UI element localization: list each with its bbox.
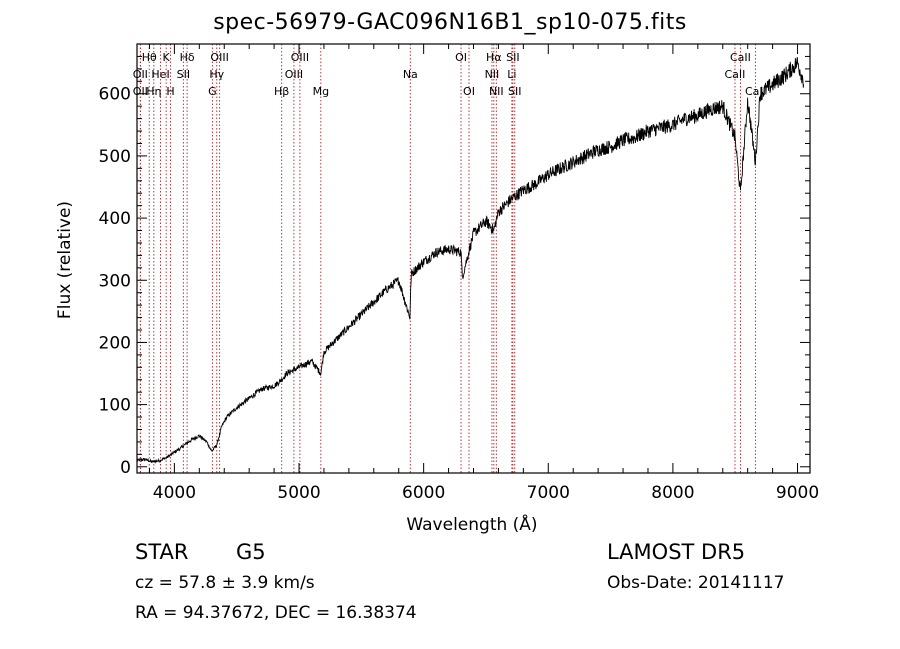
line-label: CaII xyxy=(730,51,751,64)
line-label: OIII xyxy=(285,68,303,81)
line-label: OII xyxy=(133,85,148,98)
line-label: NII xyxy=(485,68,500,81)
line-label: Hγ xyxy=(209,68,224,81)
line-label: OIII xyxy=(291,51,309,64)
x-tick-label: 5000 xyxy=(277,483,320,503)
y-tick-label: 100 xyxy=(99,396,131,416)
axis-ticks xyxy=(137,44,810,473)
line-label: NII xyxy=(489,85,504,98)
spectrum-line xyxy=(136,57,805,464)
line-label: Li xyxy=(507,68,516,81)
line-label: SII xyxy=(506,51,519,64)
x-tick-label: 6000 xyxy=(402,483,445,503)
line-label: HeI xyxy=(151,68,169,81)
coordinates: RA = 94.37672, DEC = 16.38374 xyxy=(135,603,417,623)
line-label: OII xyxy=(133,68,148,81)
y-tick-label: 0 xyxy=(120,458,131,478)
obs-date: Obs-Date: 20141117 xyxy=(607,573,785,593)
y-axis-label: Flux (relative) xyxy=(55,201,75,319)
x-tick-label: 4000 xyxy=(153,483,196,503)
line-label: OI xyxy=(455,51,467,64)
chart-title: spec-56979-GAC096N16B1_sp10-075.fits xyxy=(213,10,687,35)
line-label: OI xyxy=(463,85,475,98)
y-tick-label: 200 xyxy=(99,333,131,353)
line-label: Mg xyxy=(313,85,329,98)
line-label: Hη xyxy=(146,85,161,98)
line-label: K xyxy=(163,51,171,64)
line-label: H xyxy=(166,85,174,98)
line-label: SII xyxy=(177,68,190,81)
spectral-line-markers xyxy=(139,44,756,473)
y-tick-label: 500 xyxy=(99,147,131,167)
y-tick-label: 300 xyxy=(99,271,131,291)
axis-tick-labels: 4000 5000 6000 7000 8000 9000 0 100 200 300 400 500… xyxy=(99,85,820,503)
line-label: SII xyxy=(508,85,521,98)
line-label: CaII xyxy=(745,85,766,98)
survey-name: LAMOST DR5 xyxy=(607,540,746,564)
x-tick-label: 9000 xyxy=(776,483,819,503)
line-label: Hα xyxy=(486,51,502,64)
spectrum-series xyxy=(136,57,805,464)
x-tick-label: 7000 xyxy=(527,483,570,503)
x-tick-label: 8000 xyxy=(651,483,694,503)
line-label: OIII xyxy=(210,51,228,64)
line-label: Na xyxy=(403,68,418,81)
line-label: Hβ xyxy=(274,85,289,98)
object-subclass: G5 xyxy=(236,540,266,564)
y-tick-label: 600 xyxy=(99,85,131,105)
line-label: Hδ xyxy=(180,51,195,64)
line-label: G xyxy=(208,85,217,98)
redshift-readout: cz = 57.8 ± 3.9 km/s xyxy=(135,573,315,593)
y-tick-label: 400 xyxy=(99,209,131,229)
object-class: STAR xyxy=(135,540,189,564)
line-label: CaII xyxy=(725,68,746,81)
line-label: Hθ xyxy=(142,51,157,64)
x-axis-label: Wavelength (Å) xyxy=(406,513,537,535)
